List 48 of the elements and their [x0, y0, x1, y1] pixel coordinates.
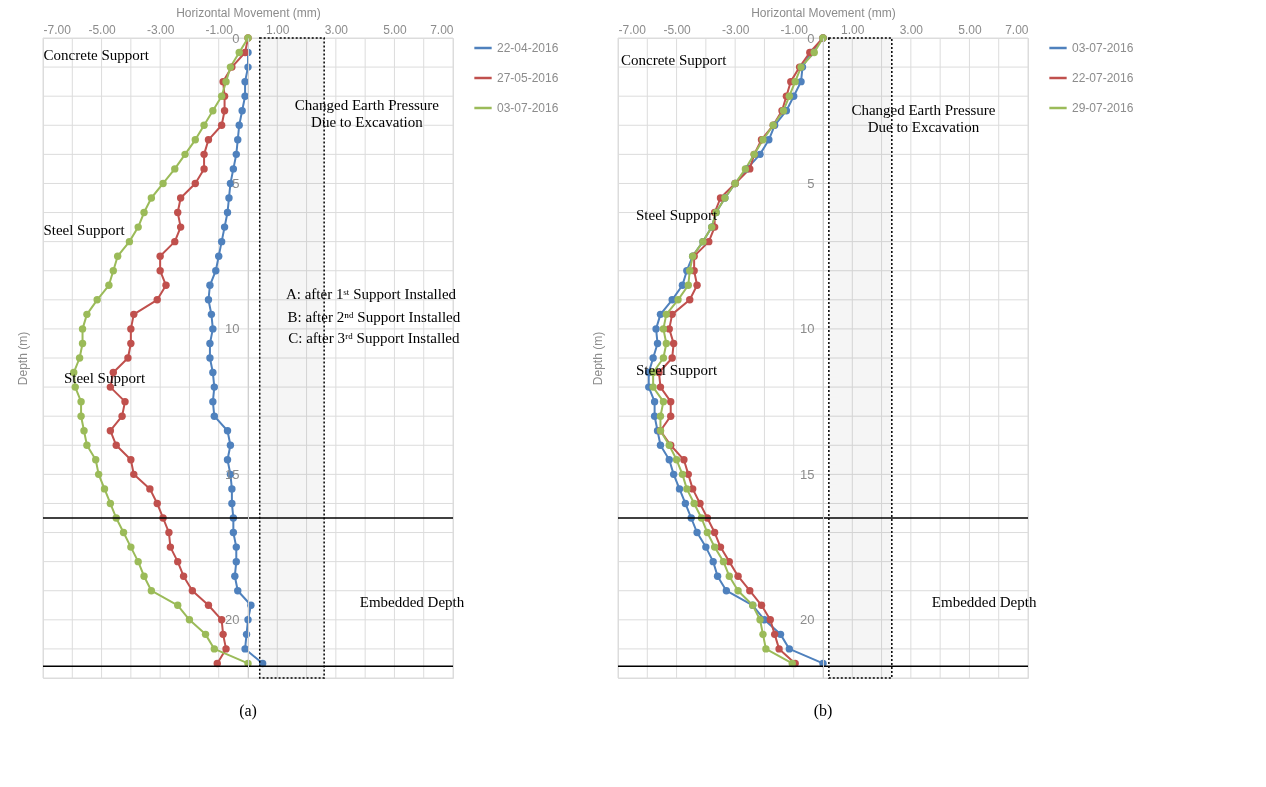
legend-label: 27-05-2016 [497, 71, 559, 85]
x-tick-label: -7.00 [43, 22, 72, 37]
legend-label: 03-07-2016 [1072, 41, 1134, 55]
x-tick-label: 1.00 [841, 22, 865, 37]
y-tick-label: 15 [800, 466, 815, 482]
y-tick-label: 20 [800, 612, 815, 628]
x-tick-label: 7.00 [1005, 22, 1029, 37]
y-axis-title: Depth (m) [590, 331, 605, 386]
x-tick-label: -1.00 [780, 22, 809, 37]
x-axis-title: Horizontal Movement (mm) [176, 5, 321, 20]
y-tick-label: 10 [800, 321, 815, 337]
y-tick-label: 10 [225, 321, 240, 337]
y-tick-label: 0 [232, 30, 240, 46]
legend-label: 29-07-2016 [1072, 101, 1134, 115]
x-tick-label: -1.00 [205, 22, 234, 37]
annotation: Steel Support [43, 222, 126, 238]
y-axis-title: Depth (m) [15, 331, 30, 386]
x-tick-label: -3.00 [146, 22, 175, 37]
x-tick-label: 7.00 [430, 22, 454, 37]
x-tick-label: 1.00 [266, 22, 290, 37]
legend-label: 22-07-2016 [1072, 71, 1134, 85]
annotation: Concrete Support [621, 51, 728, 68]
x-tick-label: -7.00 [618, 22, 647, 37]
y-tick-label: 0 [807, 30, 815, 46]
y-tick-label: 20 [225, 612, 240, 628]
annotation: Embedded Depth [931, 594, 1037, 611]
annotation: Changed Earth Pressure Due to Excavation [294, 97, 440, 131]
y-tick-label: 5 [807, 175, 815, 191]
annotation: B: after 2ⁿᵈ Support Installed [287, 309, 461, 326]
annotation: Concrete Support [43, 47, 150, 64]
x-tick-label: -5.00 [88, 22, 117, 37]
text: (b) [813, 701, 833, 720]
x-tick-label: 5.00 [383, 22, 407, 37]
x-tick-label: -5.00 [663, 22, 692, 37]
annotation: Embedded Depth [359, 594, 465, 611]
annotation: A: after 1ˢᵗ Support Installed [285, 286, 457, 302]
y-tick-label: 15 [225, 466, 240, 482]
x-tick-label: 3.00 [899, 22, 924, 37]
legend-label: 03-07-2016 [497, 101, 559, 115]
y-tick-label: 5 [232, 175, 240, 191]
legend-label: 22-04-2016 [497, 41, 559, 55]
x-tick-label: 3.00 [324, 22, 349, 37]
x-tick-label: -3.00 [721, 22, 750, 37]
annotation: C: after 3ʳᵈ Support Installed [288, 329, 460, 346]
x-axis-title: Horizontal Movement (mm) [751, 5, 896, 20]
annotation: Changed Earth Pressure Due to Excavation [851, 101, 996, 135]
x-tick-label: 5.00 [958, 22, 982, 37]
text: (a) [239, 701, 257, 720]
